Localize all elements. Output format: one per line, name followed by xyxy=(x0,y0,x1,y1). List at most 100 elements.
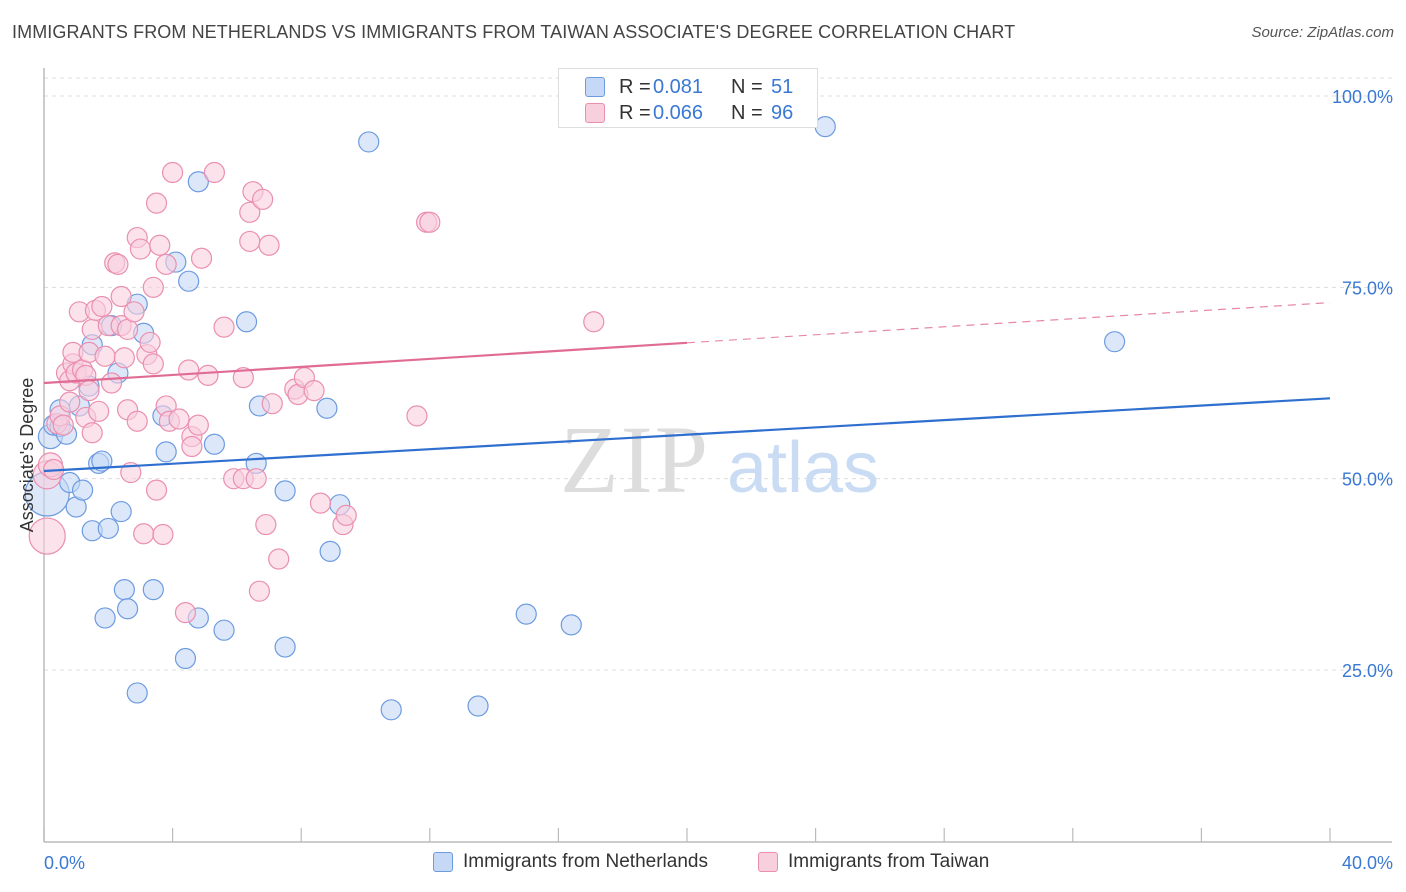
n-label: N = xyxy=(731,101,763,124)
taiwan-point xyxy=(406,405,428,427)
netherlands-point xyxy=(358,131,380,153)
taiwan-point xyxy=(145,479,168,501)
taiwan-point xyxy=(139,331,161,354)
legend-item-taiwan: Immigrants from Taiwan xyxy=(758,851,989,873)
taiwan-point xyxy=(123,301,145,323)
y-tick-label: 100.0% xyxy=(1332,87,1393,107)
taiwan-point xyxy=(187,414,209,436)
netherlands-point xyxy=(113,579,135,601)
taiwan-point xyxy=(197,364,219,386)
y-tick-label: 50.0% xyxy=(1342,470,1393,490)
taiwan-point xyxy=(203,161,225,184)
chart-source: Source: ZipAtlas.com xyxy=(1251,24,1394,41)
taiwan-point xyxy=(178,359,200,381)
legend-label-taiwan: Immigrants from Taiwan xyxy=(788,851,990,872)
taiwan-point xyxy=(190,247,213,269)
taiwan-point xyxy=(168,408,190,430)
netherlands-point xyxy=(116,598,139,620)
taiwan-point xyxy=(149,234,171,256)
trend-lines xyxy=(43,302,1331,473)
n-value: 96 xyxy=(771,101,794,124)
netherlands-point xyxy=(274,636,296,658)
netherlands-point xyxy=(515,603,537,625)
netherlands-point xyxy=(91,450,113,472)
legend-item-netherlands: Immigrants from Netherlands xyxy=(433,851,708,873)
taiwan-point xyxy=(181,435,203,458)
taiwan-point xyxy=(110,285,132,308)
netherlands-point xyxy=(97,517,119,540)
y-tick-label: 25.0% xyxy=(1342,661,1393,681)
r-value: 0.081 xyxy=(653,75,704,98)
netherlands-point xyxy=(316,397,338,419)
taiwan-trend-line xyxy=(43,341,688,385)
netherlands-point xyxy=(178,270,200,292)
taiwan-point xyxy=(239,230,261,253)
taiwan-point xyxy=(120,461,142,484)
taiwan-point xyxy=(583,311,605,333)
taiwan-point xyxy=(248,580,271,602)
netherlands-point xyxy=(319,540,341,562)
netherlands-point xyxy=(142,579,164,601)
taiwan-point xyxy=(232,367,254,389)
taiwan-point xyxy=(52,414,74,436)
netherlands-point xyxy=(213,619,235,641)
taiwan-point xyxy=(88,400,110,422)
taiwan-point xyxy=(59,391,81,413)
netherlands-point xyxy=(155,441,177,463)
taiwan-point xyxy=(91,295,113,318)
taiwan-trend-line-extension xyxy=(686,302,1331,344)
netherlands-swatch xyxy=(585,77,605,97)
taiwan-point xyxy=(309,492,332,514)
netherlands-point xyxy=(380,699,402,721)
taiwan-legend-swatch xyxy=(758,852,778,872)
taiwan-point xyxy=(81,422,103,444)
stats-legend: R = 0.081 N = 51 R = 0.066 N = 96 xyxy=(558,68,818,128)
netherlands-point xyxy=(71,479,94,501)
taiwan-point xyxy=(145,192,168,214)
taiwan-point xyxy=(94,345,116,367)
r-value: 0.066 xyxy=(653,101,704,124)
taiwan-point xyxy=(107,253,129,275)
netherlands-point xyxy=(274,480,296,502)
watermark-atlas: atlas xyxy=(727,428,879,508)
netherlands-point xyxy=(94,607,116,629)
netherlands-trend-line xyxy=(43,397,1331,473)
taiwan-point xyxy=(28,517,66,555)
r-label: R = xyxy=(619,101,651,124)
taiwan-point xyxy=(258,234,280,256)
taiwan-point xyxy=(252,188,274,210)
taiwan-swatch xyxy=(585,103,605,123)
tick-labels: 25.0% 50.0% 75.0% 100.0% 0.0% 40.0% xyxy=(44,87,1393,873)
series-taiwan-points xyxy=(28,161,605,624)
taiwan-point xyxy=(213,316,235,338)
taiwan-point xyxy=(152,523,174,546)
taiwan-point xyxy=(239,201,261,223)
netherlands-point xyxy=(203,433,225,455)
netherlands-point xyxy=(467,695,489,717)
taiwan-point xyxy=(142,276,164,298)
taiwan-point xyxy=(255,513,277,536)
taiwan-point xyxy=(133,523,155,545)
legend-label-netherlands: Immigrants from Netherlands xyxy=(463,851,708,872)
netherlands-point xyxy=(1103,331,1126,353)
taiwan-point xyxy=(261,393,283,415)
netherlands-point xyxy=(126,682,148,704)
taiwan-point xyxy=(142,353,164,375)
netherlands-point xyxy=(174,647,197,670)
chart-title: IMMIGRANTS FROM NETHERLANDS VS IMMIGRANT… xyxy=(12,22,1016,42)
taiwan-point xyxy=(155,253,177,275)
taiwan-point xyxy=(419,211,441,233)
netherlands-point xyxy=(814,116,836,138)
taiwan-point xyxy=(126,410,148,432)
taiwan-point xyxy=(335,504,357,527)
taiwan-point xyxy=(303,380,325,402)
x-tick-label: 0.0% xyxy=(44,853,85,873)
x-tick-label: 40.0% xyxy=(1342,853,1393,873)
taiwan-point xyxy=(100,372,123,394)
taiwan-point xyxy=(174,601,197,624)
taiwan-point xyxy=(78,380,100,402)
netherlands-point xyxy=(560,614,582,636)
watermark-zip: ZIP xyxy=(560,406,710,513)
n-value: 51 xyxy=(771,75,794,98)
